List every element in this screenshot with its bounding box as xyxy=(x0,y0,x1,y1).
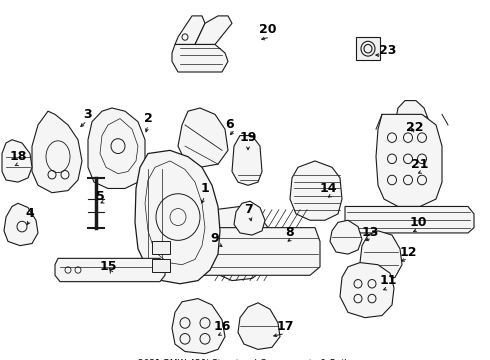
Text: 18: 18 xyxy=(9,150,26,163)
Text: 22: 22 xyxy=(406,121,424,134)
Polygon shape xyxy=(32,111,82,193)
Text: 20: 20 xyxy=(259,23,277,36)
Text: 23: 23 xyxy=(379,44,397,57)
Text: 14: 14 xyxy=(319,182,337,195)
Text: 1: 1 xyxy=(200,182,209,195)
Text: 15: 15 xyxy=(99,260,117,273)
Text: 2021 BMW 430i Structural Components & Rails
JOINT, SIDE FRAME, LEFT Diagram for : 2021 BMW 430i Structural Components & Ra… xyxy=(128,359,362,360)
Polygon shape xyxy=(175,16,205,45)
Bar xyxy=(152,242,170,254)
Polygon shape xyxy=(290,161,342,220)
Polygon shape xyxy=(4,203,38,246)
Text: 6: 6 xyxy=(226,118,234,131)
FancyBboxPatch shape xyxy=(356,37,380,60)
Polygon shape xyxy=(172,45,228,72)
Polygon shape xyxy=(330,220,362,254)
Polygon shape xyxy=(345,207,474,233)
Text: 5: 5 xyxy=(96,190,104,203)
Text: 8: 8 xyxy=(286,226,294,239)
Text: 7: 7 xyxy=(244,203,252,216)
Polygon shape xyxy=(172,298,225,354)
Text: 10: 10 xyxy=(409,216,427,229)
Polygon shape xyxy=(178,108,228,167)
Text: 13: 13 xyxy=(361,226,379,239)
Text: 4: 4 xyxy=(25,207,34,220)
Polygon shape xyxy=(195,16,232,45)
Text: 3: 3 xyxy=(83,108,91,121)
Text: 17: 17 xyxy=(276,320,294,333)
Text: 19: 19 xyxy=(239,131,257,144)
Polygon shape xyxy=(396,100,428,134)
Text: 12: 12 xyxy=(399,246,417,258)
Text: 9: 9 xyxy=(211,232,220,245)
Polygon shape xyxy=(238,303,280,350)
Polygon shape xyxy=(55,258,165,282)
Polygon shape xyxy=(2,140,32,182)
Text: 21: 21 xyxy=(411,158,429,171)
Polygon shape xyxy=(232,135,262,185)
Polygon shape xyxy=(360,231,402,280)
Text: 16: 16 xyxy=(213,320,231,333)
Polygon shape xyxy=(88,108,145,189)
Polygon shape xyxy=(376,114,442,207)
Polygon shape xyxy=(145,228,320,275)
Text: 11: 11 xyxy=(379,274,397,287)
Polygon shape xyxy=(340,262,394,318)
Polygon shape xyxy=(135,150,220,284)
Text: 2: 2 xyxy=(144,112,152,125)
Polygon shape xyxy=(208,207,272,280)
Polygon shape xyxy=(234,201,265,235)
Bar xyxy=(152,260,170,272)
